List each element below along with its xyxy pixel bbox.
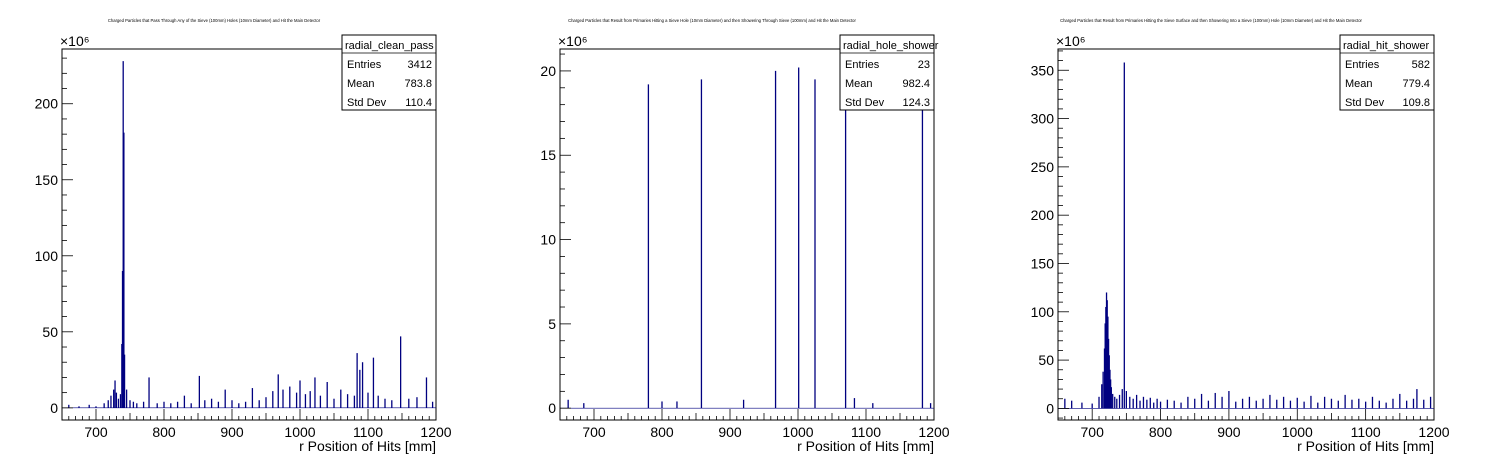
stats-value: 982.4: [902, 78, 930, 90]
x-tick-label: 700: [1081, 424, 1105, 440]
x-tick-label: 1200: [918, 424, 949, 440]
y-tick-label: 50: [42, 324, 58, 340]
y-tick-label: 200: [1031, 207, 1055, 223]
y-tick-label: 100: [1031, 304, 1055, 320]
stats-value: 3412: [408, 59, 432, 71]
y-tick-label: 15: [540, 147, 556, 163]
x-tick-label: 800: [152, 424, 176, 440]
x-tick-label: 900: [220, 424, 244, 440]
y-tick-label: 150: [35, 172, 59, 188]
x-tick-label: 1000: [782, 424, 813, 440]
plot-frame: [559, 48, 935, 421]
x-tick-label: 700: [84, 424, 108, 440]
stats-label: Mean: [1345, 78, 1373, 90]
stats-hist-name: radial_hit_shower: [1343, 40, 1430, 52]
y-tick-label: 350: [1031, 62, 1055, 78]
y-tick-label: 0: [548, 400, 556, 416]
x-tick-label: 900: [718, 424, 742, 440]
stats-value: 110.4: [405, 97, 432, 109]
y-tick-label: 250: [1031, 159, 1055, 175]
stats-value: 783.8: [404, 78, 432, 90]
y-axis-exponent: ×10⁶: [1056, 33, 1086, 49]
x-tick-label: 1100: [353, 424, 383, 440]
stats-label: Entries: [347, 59, 382, 71]
x-axis-label: r Position of Hits [mm]: [299, 438, 436, 454]
x-tick-label: 800: [1149, 424, 1173, 440]
stats-label: Entries: [845, 59, 880, 71]
y-tick-label: 150: [1031, 255, 1055, 271]
x-tick-label: 1100: [1351, 424, 1381, 440]
stats-hist-name: radial_clean_pass: [345, 40, 434, 52]
stats-label: Std Dev: [845, 97, 885, 109]
y-tick-label: 0: [50, 400, 58, 416]
stats-label: Std Dev: [1345, 97, 1385, 109]
stats-box: [1339, 34, 1435, 111]
stats-label: Std Dev: [347, 97, 387, 109]
x-tick-label: 1000: [1282, 424, 1313, 440]
stats-label: Mean: [845, 78, 873, 90]
stats-box: [341, 34, 437, 111]
stats-label: Mean: [347, 78, 375, 90]
x-tick-label: 1000: [284, 424, 315, 440]
stats-hist-name: radial_hole_shower: [843, 40, 939, 52]
stats-value: 23: [918, 59, 930, 71]
y-axis-exponent: ×10⁶: [558, 33, 588, 49]
y-tick-label: 10: [540, 232, 556, 248]
chart-title: Charged Particles that Pass Through Any …: [108, 18, 321, 23]
x-axis-label: r Position of Hits [mm]: [1297, 438, 1434, 454]
stats-value: 124.3: [902, 97, 930, 109]
stats-value: 109.8: [1402, 97, 1430, 109]
y-tick-label: 0: [1046, 400, 1054, 416]
x-tick-label: 800: [650, 424, 674, 440]
plot-frame: [61, 48, 437, 421]
stats-value: 582: [1412, 59, 1430, 71]
stats-box: [839, 34, 935, 111]
y-tick-label: 5: [548, 316, 556, 332]
chart-title: Charged Particles that Result from Prima…: [568, 18, 856, 23]
x-tick-label: 1200: [420, 424, 451, 440]
y-tick-label: 100: [35, 248, 59, 264]
x-tick-label: 900: [1217, 424, 1241, 440]
y-tick-label: 50: [1038, 352, 1054, 368]
stats-value: 779.4: [1402, 78, 1430, 90]
x-tick-label: 1100: [851, 424, 881, 440]
x-axis-label: r Position of Hits [mm]: [797, 438, 934, 454]
x-tick-label: 1200: [1418, 424, 1449, 440]
y-axis-exponent: ×10⁶: [60, 33, 90, 49]
stats-label: Entries: [1345, 59, 1380, 71]
y-tick-label: 200: [35, 96, 59, 112]
y-tick-label: 300: [1031, 111, 1055, 127]
x-tick-label: 700: [582, 424, 606, 440]
y-tick-label: 20: [540, 63, 556, 79]
chart-title: Charged Particles that Result from Prima…: [1060, 18, 1362, 23]
